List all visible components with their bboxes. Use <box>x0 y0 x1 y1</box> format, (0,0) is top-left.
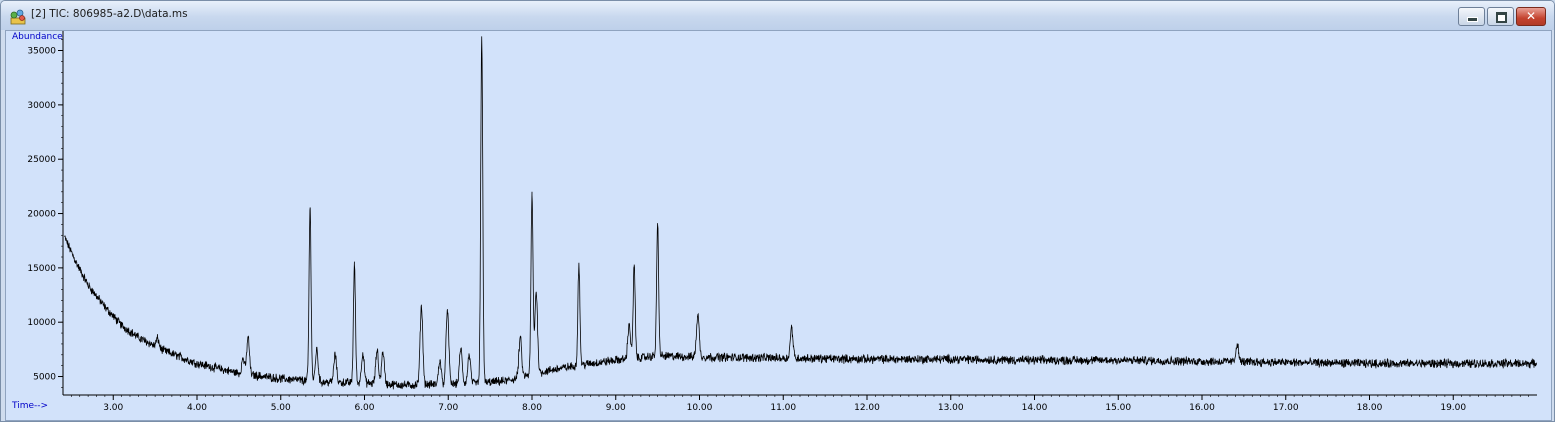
x-tick: 4.00 <box>187 395 207 413</box>
y-tick: 5000 <box>33 373 63 383</box>
x-tick-label: 10.00 <box>687 403 713 413</box>
x-axis-label: Time--> <box>12 401 49 411</box>
x-tick: 8.00 <box>522 395 542 413</box>
x-tick: 19.00 <box>1440 395 1466 413</box>
y-tick: 30000 <box>27 101 63 111</box>
maximize-icon <box>1496 12 1507 23</box>
x-tick: 11.00 <box>770 395 796 413</box>
x-tick-label: 5.00 <box>271 403 291 413</box>
y-tick: 35000 <box>27 47 63 57</box>
x-tick-label: 17.00 <box>1273 403 1299 413</box>
x-tick: 17.00 <box>1273 395 1299 413</box>
chemstation-app-icon <box>10 9 26 25</box>
y-tick-label: 5000 <box>33 373 56 383</box>
x-tick-label: 12.00 <box>854 403 880 413</box>
x-tick-label: 13.00 <box>938 403 964 413</box>
x-tick: 6.00 <box>354 395 375 413</box>
x-tick: 15.00 <box>1105 395 1131 413</box>
x-tick-label: 9.00 <box>606 403 626 413</box>
x-tick: 14.00 <box>1022 395 1048 413</box>
x-tick-label: 16.00 <box>1189 403 1215 413</box>
x-tick-label: 4.00 <box>187 403 207 413</box>
close-button[interactable]: ✕ <box>1516 7 1546 26</box>
title-bar[interactable]: [2] TIC: 806985-a2.D\data.ms ✕ <box>1 1 1554 30</box>
x-tick: 10.00 <box>687 395 713 413</box>
y-tick-label: 20000 <box>27 210 56 220</box>
x-tick: 9.00 <box>606 395 626 413</box>
minimize-icon <box>1467 17 1478 22</box>
y-tick-label: 35000 <box>27 47 56 57</box>
y-tick-label: 10000 <box>27 318 56 328</box>
x-tick-label: 11.00 <box>770 403 796 413</box>
x-tick-label: 7.00 <box>438 403 458 413</box>
window-title: [2] TIC: 806985-a2.D\data.ms <box>31 8 188 20</box>
x-tick: 12.00 <box>854 395 880 413</box>
x-tick-label: 19.00 <box>1440 403 1466 413</box>
tic-trace-line <box>64 36 1538 390</box>
y-tick: 25000 <box>27 155 63 165</box>
x-tick: 3.00 <box>103 395 124 413</box>
x-tick-label: 8.00 <box>522 403 542 413</box>
x-tick: 16.00 <box>1189 395 1215 413</box>
y-tick-label: 25000 <box>27 155 56 165</box>
chromatogram-plot[interactable]: Abundance 3.00 4.00 5.00 6.00 7.00 8.00 9.00 10… <box>5 30 1552 421</box>
x-tick-label: 15.00 <box>1105 403 1131 413</box>
y-axis-label: Abundance <box>12 32 63 42</box>
x-tick-label: 14.00 <box>1022 403 1048 413</box>
chromatogram-chart: 3.00 4.00 5.00 6.00 7.00 8.00 9.00 10.00 11.00 12… <box>27 31 1538 413</box>
x-tick: 18.00 <box>1357 395 1383 413</box>
x-tick-label: 3.00 <box>103 403 123 413</box>
y-tick-label: 15000 <box>27 264 56 274</box>
minimize-button[interactable] <box>1458 7 1485 26</box>
x-tick: 13.00 <box>938 395 964 413</box>
x-tick-label: 18.00 <box>1357 403 1383 413</box>
y-tick-label: 30000 <box>27 101 56 111</box>
x-tick: 5.00 <box>271 395 291 413</box>
x-tick: 7.00 <box>438 395 459 413</box>
x-tick-label: 6.00 <box>354 403 374 413</box>
y-tick: 15000 <box>27 264 63 274</box>
close-icon: ✕ <box>1525 9 1537 23</box>
maximize-button[interactable] <box>1487 7 1514 26</box>
y-tick: 20000 <box>27 210 63 220</box>
y-tick: 10000 <box>27 318 63 328</box>
